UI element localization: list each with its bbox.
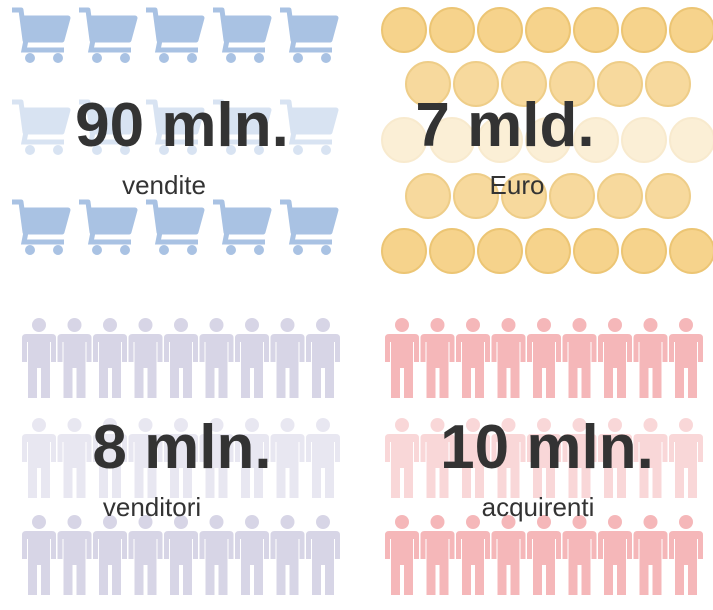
buyer-icon xyxy=(669,318,703,398)
seller-icon xyxy=(306,318,340,398)
buyer-icon xyxy=(385,418,419,498)
coin-icon xyxy=(477,117,523,163)
coin-icon xyxy=(525,117,571,163)
buyer-icon xyxy=(456,515,490,595)
buyer-icon xyxy=(491,515,526,595)
coin-icon xyxy=(429,117,475,163)
coin-icon xyxy=(405,173,451,219)
coin-icon xyxy=(405,61,451,107)
seller-icon xyxy=(57,418,92,498)
buyer-icon xyxy=(527,318,561,398)
buyer-icon xyxy=(633,515,668,595)
cart-icon xyxy=(12,202,68,255)
coin-icon xyxy=(477,7,523,53)
seller-icon xyxy=(199,318,234,398)
buyer-icon xyxy=(420,515,455,595)
cart-icon xyxy=(12,10,68,63)
coin-icon xyxy=(669,117,713,163)
seller-icon xyxy=(270,318,305,398)
stat-value: 7 mld. xyxy=(415,91,594,160)
coin-icon xyxy=(381,7,427,53)
seller-icon xyxy=(22,318,56,398)
coin-icon xyxy=(501,173,547,219)
seller-icon xyxy=(128,515,163,595)
seller-icon xyxy=(235,318,269,398)
stat-label: venditori xyxy=(103,492,201,522)
buyer-icon xyxy=(385,318,419,398)
coin-icon xyxy=(429,228,475,274)
stat-label: vendite xyxy=(122,170,206,200)
coin-icon xyxy=(549,61,595,107)
seller-icon xyxy=(270,418,305,498)
text-layer: 90 mln. vendite 7 mld. Euro 8 mln. vendi… xyxy=(75,91,654,522)
coin-icon xyxy=(573,228,619,274)
coin-icon xyxy=(525,228,571,274)
buyer-icon xyxy=(527,515,561,595)
coin-icon xyxy=(645,61,691,107)
stat-value: 8 mln. xyxy=(92,413,271,482)
seller-icon xyxy=(57,318,92,398)
coin-icon xyxy=(453,61,499,107)
coin-icon xyxy=(549,173,595,219)
icon-layer xyxy=(12,7,713,595)
seller-icon xyxy=(199,515,234,595)
coin-icon xyxy=(381,228,427,274)
seller-icon xyxy=(22,418,56,498)
coin-icon xyxy=(621,228,667,274)
cart-icon xyxy=(146,10,202,63)
stat-label: acquirenti xyxy=(482,492,595,522)
seller-icon xyxy=(93,515,127,595)
buyer-icon xyxy=(562,515,597,595)
seller-icon xyxy=(164,318,198,398)
cart-icon xyxy=(146,202,202,255)
seller-icon xyxy=(22,515,56,595)
coin-icon xyxy=(621,7,667,53)
cart-icon xyxy=(213,202,269,255)
seller-icon xyxy=(306,515,340,595)
coin-icon xyxy=(573,117,619,163)
cart-icon xyxy=(213,10,269,63)
buyer-icon xyxy=(456,318,490,398)
coin-icon xyxy=(429,7,475,53)
cart-icon xyxy=(79,202,135,255)
buyer-icon xyxy=(598,318,632,398)
buyer-icon xyxy=(420,318,455,398)
buyer-icon xyxy=(598,515,632,595)
buyer-icon xyxy=(491,318,526,398)
seller-icon xyxy=(128,318,163,398)
coin-icon xyxy=(669,228,713,274)
buyer-icon xyxy=(385,515,419,595)
coin-icon xyxy=(597,173,643,219)
coin-icon xyxy=(573,7,619,53)
coin-icon xyxy=(597,61,643,107)
coin-icon xyxy=(453,173,499,219)
seller-icon xyxy=(164,515,198,595)
stat-label: Euro xyxy=(490,170,545,200)
buyer-icon xyxy=(669,418,703,498)
seller-icon xyxy=(93,318,127,398)
buyer-icon xyxy=(562,318,597,398)
coin-icon xyxy=(525,7,571,53)
coin-icon xyxy=(669,7,713,53)
cart-icon xyxy=(12,102,68,155)
coin-icon xyxy=(381,117,427,163)
cart-icon xyxy=(280,202,336,255)
buyer-icon xyxy=(669,515,703,595)
seller-icon xyxy=(270,515,305,595)
coin-icon xyxy=(645,173,691,219)
coin-icon xyxy=(501,61,547,107)
coin-icon xyxy=(621,117,667,163)
cart-icon xyxy=(79,10,135,63)
cart-icon xyxy=(280,10,336,63)
seller-icon xyxy=(306,418,340,498)
buyer-icon xyxy=(633,318,668,398)
coin-icon xyxy=(477,228,523,274)
stat-value: 90 mln. xyxy=(75,91,289,160)
seller-icon xyxy=(57,515,92,595)
seller-icon xyxy=(235,515,269,595)
stat-value: 10 mln. xyxy=(440,413,654,482)
